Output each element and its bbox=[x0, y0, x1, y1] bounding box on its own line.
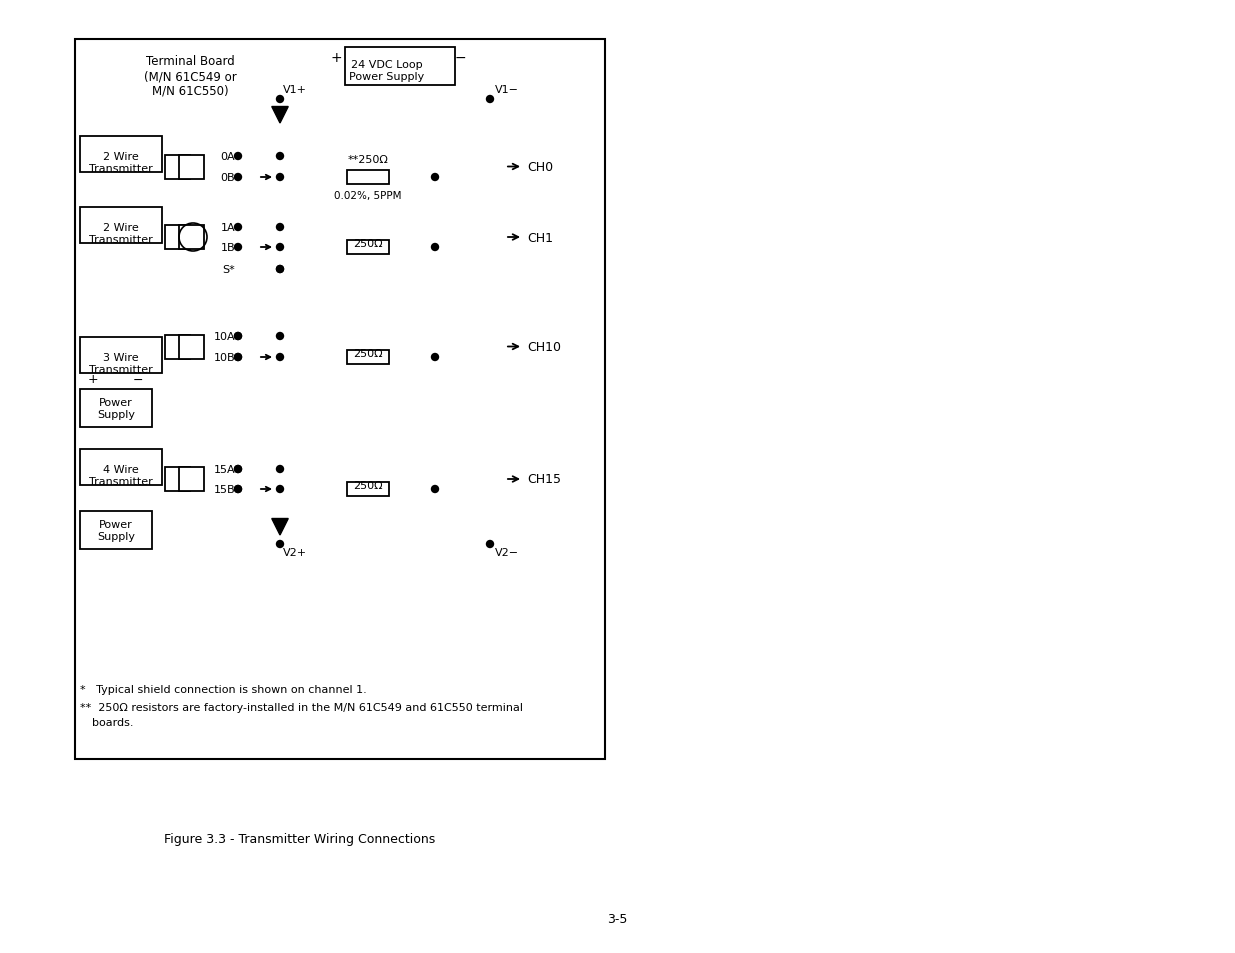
Circle shape bbox=[277, 174, 284, 181]
Text: 2 Wire
Transmitter: 2 Wire Transmitter bbox=[89, 152, 153, 173]
Bar bbox=[179, 226, 204, 250]
Circle shape bbox=[235, 244, 242, 252]
Text: 0A: 0A bbox=[220, 152, 235, 162]
Polygon shape bbox=[272, 519, 288, 536]
Text: 3-5: 3-5 bbox=[606, 913, 627, 925]
Text: V1+: V1+ bbox=[283, 85, 308, 95]
Bar bbox=[165, 155, 190, 179]
Bar bbox=[80, 208, 162, 244]
Text: V1−: V1− bbox=[495, 85, 519, 95]
Bar bbox=[80, 450, 162, 485]
Text: 250Ω: 250Ω bbox=[353, 349, 383, 358]
Text: CH10: CH10 bbox=[527, 340, 561, 354]
Text: CH15: CH15 bbox=[527, 473, 561, 486]
Bar bbox=[179, 335, 204, 359]
Circle shape bbox=[235, 466, 242, 473]
Text: S*: S* bbox=[222, 265, 235, 274]
Bar bbox=[345, 48, 454, 86]
Text: 24 VDC Loop
Power Supply: 24 VDC Loop Power Supply bbox=[350, 60, 425, 82]
Text: 1A: 1A bbox=[220, 223, 235, 233]
Circle shape bbox=[277, 266, 284, 274]
Text: 15A: 15A bbox=[214, 464, 235, 475]
Circle shape bbox=[235, 355, 242, 361]
Circle shape bbox=[277, 541, 284, 548]
Circle shape bbox=[235, 153, 242, 160]
Bar bbox=[165, 468, 190, 492]
Circle shape bbox=[235, 224, 242, 232]
Bar bbox=[347, 241, 389, 254]
Bar bbox=[80, 337, 162, 374]
Text: CH1: CH1 bbox=[527, 232, 553, 244]
Text: V2−: V2− bbox=[495, 547, 519, 558]
Bar bbox=[347, 171, 389, 185]
Bar bbox=[347, 482, 389, 497]
Circle shape bbox=[277, 244, 284, 252]
Circle shape bbox=[431, 174, 438, 181]
Text: 0.02%, 5PPM: 0.02%, 5PPM bbox=[335, 191, 401, 201]
Bar bbox=[347, 351, 389, 365]
Bar bbox=[179, 468, 204, 492]
Circle shape bbox=[235, 486, 242, 493]
Text: Figure 3.3 - Transmitter Wiring Connections: Figure 3.3 - Transmitter Wiring Connecti… bbox=[164, 833, 436, 845]
Circle shape bbox=[235, 466, 242, 473]
Polygon shape bbox=[272, 108, 288, 124]
Circle shape bbox=[277, 96, 284, 103]
Circle shape bbox=[277, 334, 284, 340]
Bar bbox=[80, 390, 152, 428]
Text: 15B: 15B bbox=[214, 484, 235, 495]
Text: Power
Supply: Power Supply bbox=[98, 519, 135, 541]
Circle shape bbox=[235, 486, 242, 493]
Circle shape bbox=[277, 355, 284, 361]
Bar bbox=[165, 335, 190, 359]
Circle shape bbox=[431, 355, 438, 361]
Text: **  250Ω resistors are factory-installed in the M/N 61C549 and 61C550 terminal: ** 250Ω resistors are factory-installed … bbox=[80, 702, 522, 712]
Text: 4 Wire
Transmitter: 4 Wire Transmitter bbox=[89, 465, 153, 486]
Circle shape bbox=[235, 334, 242, 340]
Text: −: − bbox=[132, 374, 143, 386]
Text: 250Ω: 250Ω bbox=[353, 239, 383, 249]
Circle shape bbox=[277, 486, 284, 493]
Circle shape bbox=[277, 224, 284, 232]
Text: +: + bbox=[330, 51, 342, 65]
Text: 10A: 10A bbox=[214, 332, 235, 341]
Text: −: − bbox=[454, 51, 466, 65]
Circle shape bbox=[487, 96, 494, 103]
Bar bbox=[80, 512, 152, 550]
Text: Terminal Board
(M/N 61C549 or
M/N 61C550): Terminal Board (M/N 61C549 or M/N 61C550… bbox=[143, 55, 236, 98]
Circle shape bbox=[431, 486, 438, 493]
Text: **250Ω: **250Ω bbox=[347, 154, 389, 165]
Text: 0B: 0B bbox=[220, 172, 235, 183]
Text: +: + bbox=[88, 374, 99, 386]
Circle shape bbox=[277, 153, 284, 160]
Text: boards.: boards. bbox=[91, 718, 133, 727]
Bar bbox=[75, 40, 605, 760]
Circle shape bbox=[235, 334, 242, 340]
Text: 10B: 10B bbox=[214, 353, 235, 363]
Bar bbox=[80, 137, 162, 172]
Circle shape bbox=[431, 244, 438, 252]
Bar bbox=[179, 155, 204, 179]
Circle shape bbox=[235, 355, 242, 361]
Text: *   Typical shield connection is shown on channel 1.: * Typical shield connection is shown on … bbox=[80, 684, 367, 695]
Text: 1B: 1B bbox=[220, 243, 235, 253]
Text: 3 Wire
Transmitter: 3 Wire Transmitter bbox=[89, 353, 153, 375]
Text: 250Ω: 250Ω bbox=[353, 480, 383, 491]
Circle shape bbox=[277, 266, 284, 274]
Circle shape bbox=[235, 174, 242, 181]
Bar bbox=[165, 226, 190, 250]
Text: Power
Supply: Power Supply bbox=[98, 397, 135, 419]
Circle shape bbox=[277, 466, 284, 473]
Text: 2 Wire
Transmitter: 2 Wire Transmitter bbox=[89, 223, 153, 245]
Text: V2+: V2+ bbox=[283, 547, 308, 558]
Circle shape bbox=[487, 541, 494, 548]
Text: CH0: CH0 bbox=[527, 161, 553, 173]
